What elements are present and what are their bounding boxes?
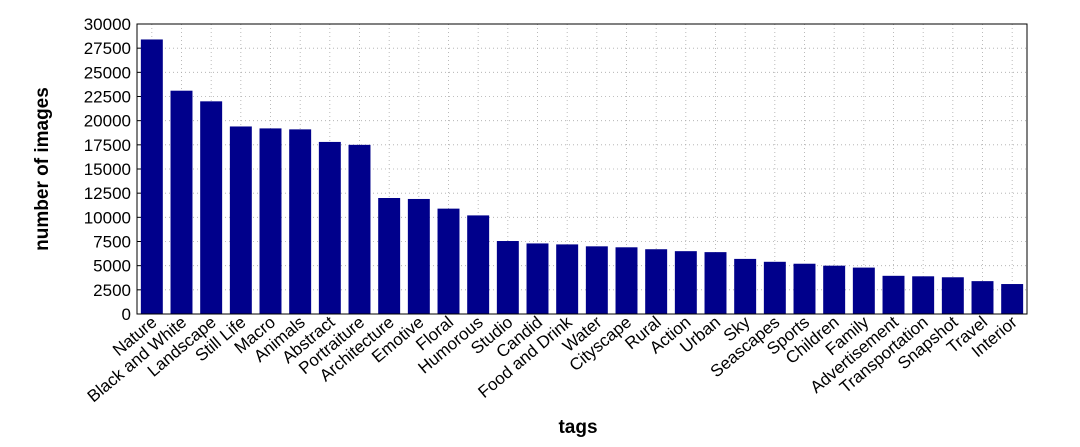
bar [941,277,964,314]
bar [585,246,608,314]
bar [318,141,341,314]
bar [407,198,430,314]
bar [378,198,401,314]
bar [912,276,935,314]
bar [971,281,994,314]
bar [437,208,460,314]
y-tick-label: 17500 [84,136,131,155]
y-axis-label: number of images [32,87,53,251]
bar [674,251,697,314]
bar [704,252,727,314]
bar [793,263,816,314]
y-tick-label: 27500 [84,39,131,58]
bar [1001,284,1024,314]
y-tick-label: 10000 [84,208,131,227]
y-tick-label: 22500 [84,88,131,107]
plot-frame [136,23,1028,315]
bar [645,249,668,314]
bar [259,128,282,314]
y-tick-label: 5000 [93,257,131,276]
bar [823,265,846,314]
y-tick-label: 7500 [93,233,131,252]
bar [526,243,549,314]
bar [289,129,312,314]
y-tick-label: 30000 [84,15,131,34]
bar [170,90,193,314]
bar [882,275,905,314]
bar [734,258,757,314]
y-tick-label: 25000 [84,63,131,82]
y-tick-label: 20000 [84,112,131,131]
y-tick-label: 12500 [84,184,131,203]
y-tick-label: 2500 [93,281,131,300]
bar [496,241,519,314]
bar [229,126,252,314]
bar [763,261,786,314]
bar [140,39,163,314]
bar [615,247,638,314]
y-tick-label: 15000 [84,160,131,179]
bar [348,144,371,314]
bar [467,215,490,314]
bar [556,244,579,314]
y-tick-label: 0 [122,305,131,324]
x-axis-label: tags [558,417,597,438]
bar [852,267,875,314]
bar [200,101,223,314]
